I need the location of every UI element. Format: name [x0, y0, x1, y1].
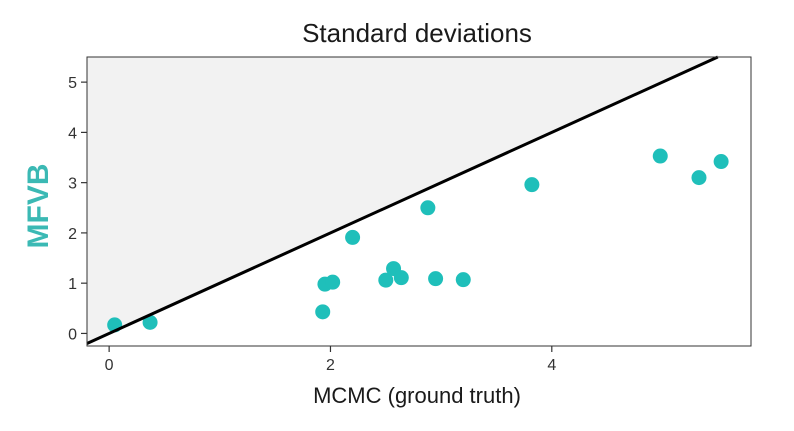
y-tick-label: 2 [68, 226, 77, 243]
data-point [713, 154, 729, 170]
data-point [691, 170, 707, 186]
x-axis: 0 2 4 [105, 346, 556, 374]
data-point [652, 148, 668, 164]
data-point [142, 314, 158, 330]
y-axis: 0 1 2 3 4 5 [68, 75, 87, 343]
data-point [393, 270, 409, 286]
x-tick-label: 0 [105, 357, 114, 374]
chart-title: Standard deviations [302, 18, 532, 48]
x-tick-label: 2 [326, 357, 335, 374]
data-point [325, 274, 341, 290]
y-tick-label: 0 [68, 326, 77, 343]
points-layer [107, 148, 729, 333]
y-tick-label: 4 [68, 125, 77, 142]
data-point [315, 304, 331, 320]
y-axis-label: MFVB [22, 164, 55, 249]
data-point [455, 272, 471, 288]
data-point [524, 177, 540, 193]
data-point [428, 271, 444, 287]
data-point [420, 200, 436, 216]
reference-line-y-equals-x [86, 55, 719, 345]
y-tick-label: 3 [68, 176, 77, 193]
plot-border [86, 56, 752, 347]
data-point [345, 229, 361, 245]
plot-area [86, 55, 752, 347]
y-tick-label: 5 [68, 75, 77, 92]
y-tick-label: 1 [68, 276, 77, 293]
x-axis-label: MCMC (ground truth) [313, 383, 521, 408]
data-point [378, 272, 394, 288]
x-tick-label: 4 [547, 357, 556, 374]
upper-region-shading [87, 57, 718, 346]
